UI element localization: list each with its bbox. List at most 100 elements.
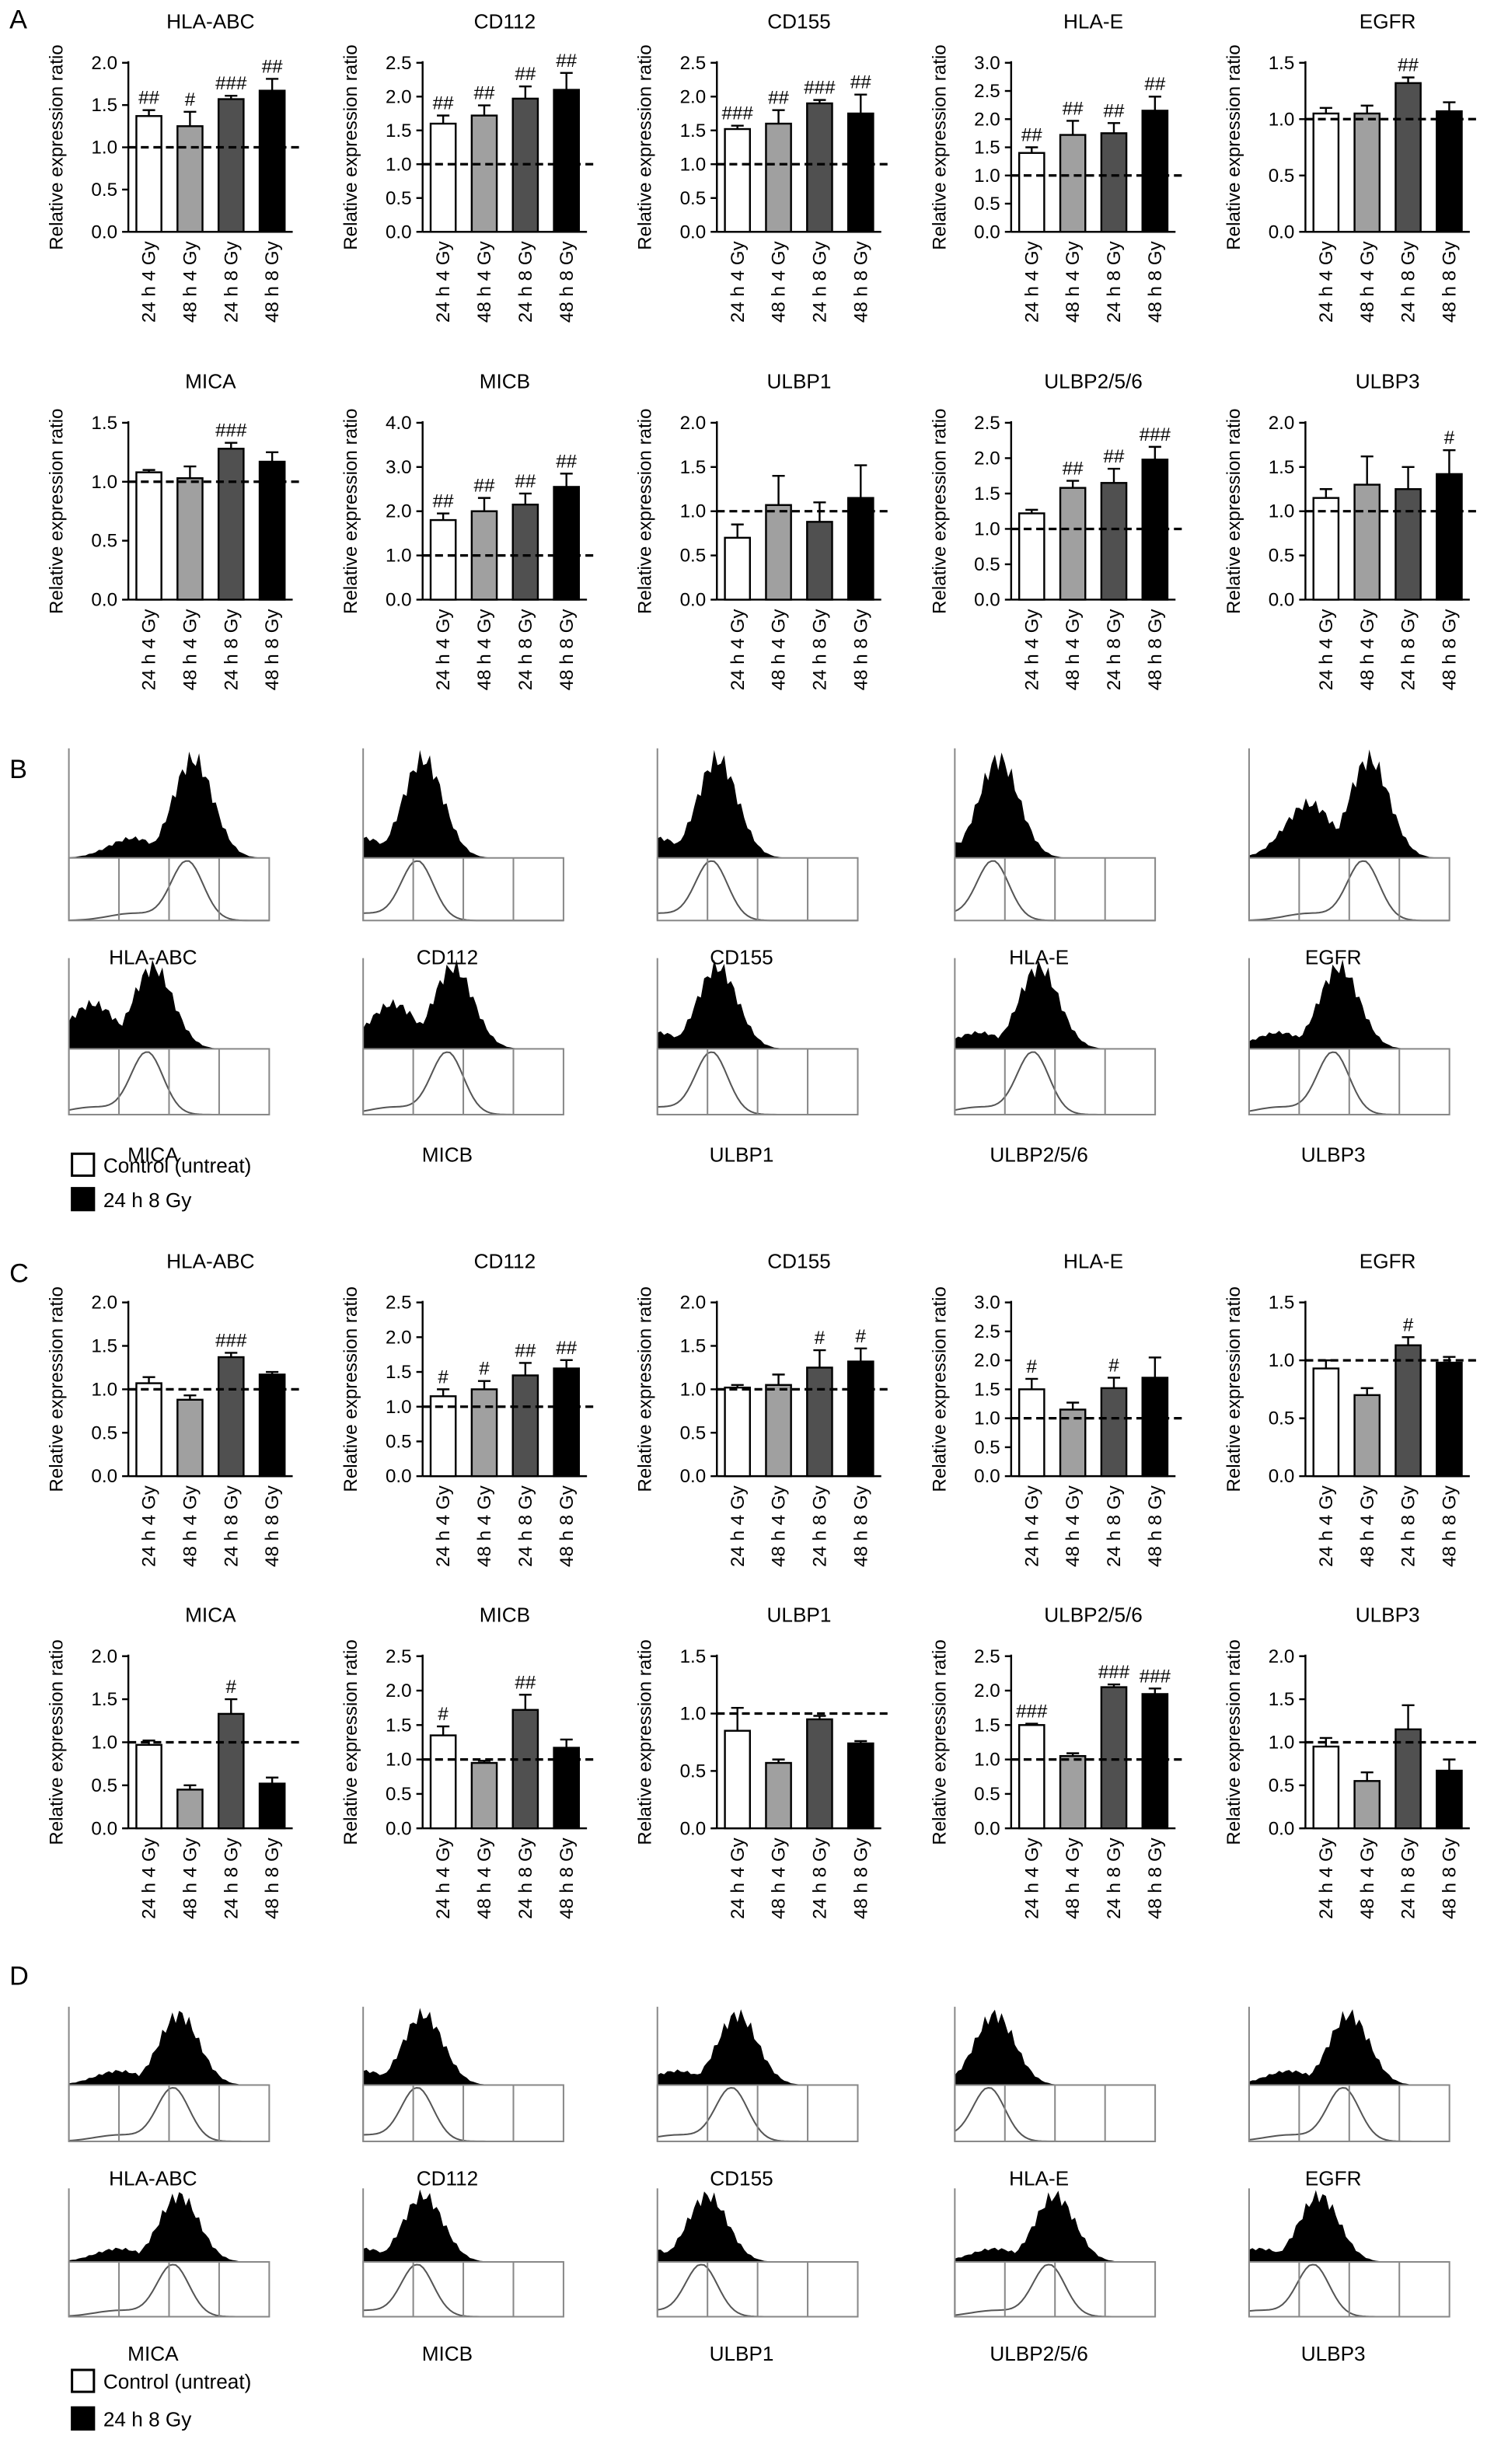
legend-label: 24 h 8 Gy — [103, 1188, 192, 1212]
y-tick-label: 0.5 — [91, 1775, 117, 1796]
y-tick-label: 1.0 — [680, 1704, 707, 1725]
y-tick-label: 1.5 — [91, 1689, 117, 1710]
y-tick-label: 1.5 — [974, 483, 1000, 504]
significance-label: # — [438, 1366, 449, 1387]
bar — [1353, 1780, 1381, 1830]
x-tick-label: 48 h 8 Gy — [1145, 1485, 1166, 1567]
significance-label: # — [185, 89, 196, 110]
y-tick-label: 1.0 — [91, 472, 117, 493]
x-tick-label: 24 h 8 Gy — [809, 1837, 830, 1919]
bar — [1100, 1686, 1128, 1830]
y-tick-label: 1.0 — [1269, 501, 1295, 522]
bar — [724, 127, 752, 233]
y-tick-label: 1.0 — [386, 1397, 412, 1418]
x-tick-label: 48 h 4 Gy — [769, 1837, 790, 1919]
x-tick-label: 48 h 4 Gy — [1357, 609, 1378, 691]
y-tick-label: 0.0 — [91, 1466, 117, 1487]
significance-label: ### — [215, 1330, 247, 1351]
x-tick-label: 24 h 4 Gy — [139, 240, 160, 323]
x-tick-label: 48 h 8 Gy — [557, 609, 578, 691]
significance-label: ### — [804, 78, 836, 99]
y-tick-label: 1.5 — [974, 1715, 1000, 1736]
chart-title: MICB — [480, 370, 530, 393]
treated-histogram — [363, 749, 564, 858]
x-tick-label: 24 h 8 Gy — [1398, 1485, 1419, 1567]
bar — [806, 1718, 833, 1830]
flow-label: ULBP1 — [710, 2342, 774, 2365]
treated-histogram — [657, 2191, 858, 2263]
flow-label: EGFR — [1305, 946, 1362, 969]
y-tick-label: 1.5 — [386, 1362, 412, 1383]
y-tick-label: 1.5 — [680, 1646, 707, 1667]
legend-label: Control (untreat) — [103, 2370, 251, 2393]
y-tick-label: 0.5 — [1269, 1775, 1295, 1796]
y-tick-label: 0.5 — [680, 546, 707, 567]
y-tick-label: 0.0 — [1269, 1466, 1295, 1487]
significance-label: ## — [850, 72, 871, 93]
y-tick-label: 0.0 — [680, 590, 707, 611]
y-tick-label: 0.5 — [680, 188, 707, 209]
y-tick-label: 0.5 — [386, 1431, 412, 1452]
bar — [1059, 1408, 1087, 1478]
y-tick-label: 4.0 — [386, 413, 412, 434]
y-tick-label: 1.5 — [974, 138, 1000, 159]
y-tick-label: 0.5 — [974, 1437, 1000, 1458]
y-axis-label: Relative expression ratio — [929, 1286, 950, 1492]
x-tick-label: 24 h 4 Gy — [1021, 609, 1042, 691]
x-tick-label: 24 h 4 Gy — [139, 609, 160, 691]
flow-label: CD112 — [417, 946, 478, 969]
chart-title: HLA-E — [1063, 9, 1123, 33]
x-tick-label: 24 h 4 Gy — [1316, 1485, 1337, 1567]
y-tick-label: 2.0 — [386, 1680, 412, 1701]
significance-label: ### — [1140, 424, 1171, 445]
significance-label: ## — [138, 88, 159, 109]
x-tick-label: 24 h 8 Gy — [809, 240, 830, 323]
y-tick-label: 2.0 — [91, 53, 117, 74]
y-tick-label: 0.5 — [680, 1422, 707, 1443]
treated-histogram — [955, 2009, 1156, 2085]
significance-label: ## — [474, 83, 495, 104]
y-tick-label: 1.0 — [680, 154, 707, 175]
x-tick-label: 24 h 8 Gy — [221, 1485, 242, 1567]
significance-label: ## — [556, 51, 577, 72]
y-tick-label: 1.5 — [91, 1336, 117, 1357]
y-tick-label: 1.5 — [680, 120, 707, 141]
x-tick-label: 48 h 4 Gy — [1063, 240, 1084, 323]
treated-histogram — [363, 2008, 564, 2085]
chart-title: HLA-E — [1063, 1249, 1123, 1272]
bar — [806, 1366, 833, 1478]
treated-histogram — [68, 751, 270, 858]
bar — [1100, 482, 1128, 601]
x-tick-label: 48 h 8 Gy — [1439, 1485, 1460, 1567]
legend-swatch — [71, 1152, 96, 1178]
y-axis-label: Relative expression ratio — [47, 44, 68, 250]
bar — [135, 471, 162, 601]
treated-histogram — [1248, 2190, 1450, 2263]
significance-label: ### — [1016, 1701, 1048, 1722]
bar — [553, 1367, 581, 1478]
treated-histogram — [955, 2190, 1156, 2263]
y-tick-label: 2.5 — [974, 1321, 1000, 1342]
significance-label: ## — [1104, 446, 1125, 467]
significance-label: ## — [474, 476, 495, 497]
y-tick-label: 0.5 — [680, 1761, 707, 1782]
bar — [1141, 1377, 1169, 1478]
x-tick-label: 24 h 4 Gy — [433, 240, 454, 323]
bar — [217, 448, 245, 601]
y-axis-label: Relative expression ratio — [1223, 1286, 1244, 1492]
x-tick-label: 24 h 8 Gy — [1398, 609, 1419, 691]
bar — [176, 1398, 204, 1478]
bar — [1018, 1724, 1045, 1830]
treated-histogram — [363, 2189, 564, 2263]
x-tick-label: 48 h 8 Gy — [557, 1485, 578, 1567]
y-axis-label: Relative expression ratio — [1223, 1639, 1244, 1845]
y-tick-label: 0.5 — [974, 194, 1000, 215]
x-tick-label: 48 h 4 Gy — [180, 240, 201, 323]
x-tick-label: 48 h 8 Gy — [262, 240, 283, 323]
significance-label: # — [856, 1326, 867, 1347]
y-tick-label: 0.0 — [1269, 222, 1295, 243]
flow-label: MICB — [422, 2342, 473, 2365]
bar — [1312, 1367, 1340, 1478]
